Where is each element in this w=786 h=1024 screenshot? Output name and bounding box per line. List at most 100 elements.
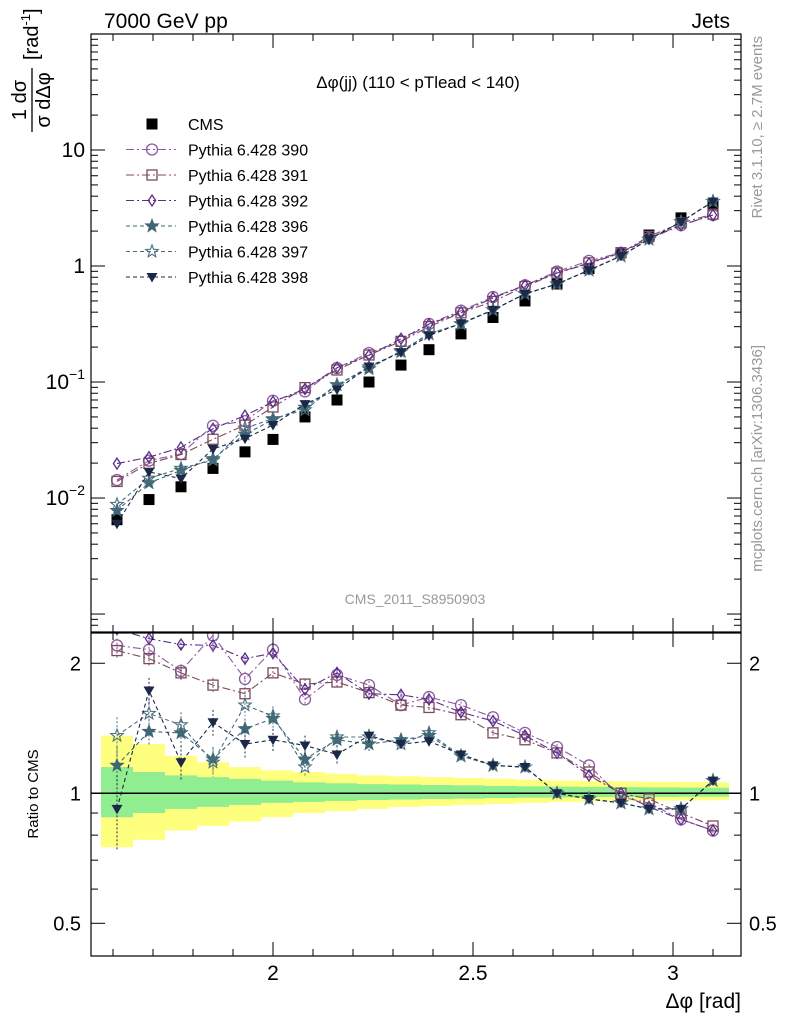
uncertainty-band-inner — [197, 777, 229, 807]
ratio-point — [240, 651, 250, 666]
uncertainty-band-inner — [229, 778, 261, 805]
ratio-point — [583, 794, 595, 805]
ratio-point — [676, 812, 686, 827]
ratio-point — [423, 701, 435, 714]
data-point — [299, 400, 311, 410]
ratio-point — [552, 746, 562, 760]
ratio-point — [424, 692, 434, 707]
ratio-point — [111, 644, 123, 657]
ratio-point — [208, 638, 218, 653]
uncertainty-band-inner — [421, 785, 453, 799]
ratio-point — [487, 727, 499, 739]
data-point — [206, 419, 220, 432]
main-panel-marks — [109, 193, 721, 530]
ratio-point — [109, 757, 125, 772]
data-point — [268, 395, 278, 409]
data-point — [176, 440, 186, 455]
ratio-point — [267, 667, 279, 679]
ratio-panel-frame — [90, 632, 742, 957]
x-axis-label: Δφ [rad] — [666, 990, 742, 1013]
y-tick-base: 10 — [62, 139, 85, 162]
y-tick-base: 10 — [46, 487, 69, 510]
series-line — [116, 214, 714, 465]
ratio-point — [396, 688, 406, 702]
uncertainty-band-inner — [261, 780, 293, 803]
y-tick-exponent: −2 — [69, 482, 85, 498]
ratio-point — [267, 735, 279, 746]
legend-marker — [144, 243, 160, 259]
uncertainty-band-inner — [485, 785, 517, 799]
ylabel-unit-base: [rad — [21, 26, 43, 60]
legend-marker — [146, 169, 158, 181]
y-tick-label: 10−2 — [46, 482, 86, 510]
ratio-line — [116, 717, 714, 810]
x-tick-label: 3 — [667, 962, 679, 985]
ratio-series-1 — [111, 643, 719, 832]
data-point — [239, 434, 251, 445]
ratio-point — [520, 728, 530, 743]
data-point — [395, 359, 407, 371]
data-point — [519, 295, 531, 307]
legend-marker — [146, 118, 158, 130]
data-point — [175, 481, 187, 493]
ratio-tick-labels: 0.5 0.5 1 1 2 2 2 2.5 3 — [53, 653, 777, 985]
data-point — [239, 446, 251, 458]
y-tick-label: 10 — [62, 139, 85, 162]
ratio-point — [456, 705, 466, 719]
data-point — [423, 344, 435, 356]
legend-marker — [146, 273, 158, 283]
data-point — [173, 460, 189, 475]
data-point — [141, 474, 157, 490]
y-tick-base: 1 — [73, 255, 85, 278]
legend-marker — [144, 217, 160, 233]
series-line — [116, 201, 714, 525]
ratio-point — [141, 723, 157, 739]
ratio-line — [128, 633, 714, 832]
ylabel-numerator: 1 dσ — [9, 79, 31, 120]
ratio-point — [708, 823, 718, 838]
x-tick-label: 2.5 — [458, 962, 487, 985]
ratio-panel-ticks — [91, 633, 741, 956]
legend-entry: Pythia 6.428 392 — [126, 194, 308, 211]
ratio-point — [551, 789, 563, 799]
y-tick-exponent: −1 — [69, 366, 85, 382]
data-point — [331, 385, 343, 396]
data-point — [551, 279, 563, 290]
data-point — [455, 319, 467, 329]
data-point — [332, 360, 342, 375]
ratio-line — [116, 688, 714, 810]
legend-entry: Pythia 6.428 398 — [126, 270, 308, 287]
ratio-point — [111, 804, 123, 815]
ratio-point — [239, 740, 251, 750]
data-point — [708, 208, 718, 222]
data-point — [109, 502, 125, 518]
ratio-point — [265, 710, 281, 725]
legend-label: CMS — [188, 117, 224, 134]
data-point — [363, 376, 375, 388]
data-point — [707, 197, 719, 207]
ratio-point — [175, 667, 187, 679]
ratio-point — [519, 763, 531, 773]
ratio-point — [173, 716, 189, 732]
ylabel-unit-exp: -1 — [18, 14, 33, 26]
legend-label: Pythia 6.428 392 — [188, 194, 308, 211]
data-point — [237, 420, 253, 435]
process-label: Jets — [691, 10, 730, 33]
ratio-y-tick-label-left: 2 — [70, 653, 81, 675]
data-point — [297, 401, 313, 417]
ratio-point — [584, 768, 594, 783]
ratio-point — [364, 687, 374, 701]
ratio-point — [487, 761, 499, 771]
legend-marker — [147, 193, 157, 208]
data-point — [207, 444, 219, 455]
data-point — [487, 311, 499, 323]
data-point — [267, 421, 279, 431]
ratio-point — [455, 750, 467, 760]
ratio-point — [707, 776, 719, 787]
ratio-point — [299, 741, 311, 752]
legend-marker — [145, 143, 159, 156]
ratio-point — [329, 728, 345, 744]
ylabel-unit-close: ] — [21, 8, 43, 14]
data-point — [395, 348, 407, 358]
